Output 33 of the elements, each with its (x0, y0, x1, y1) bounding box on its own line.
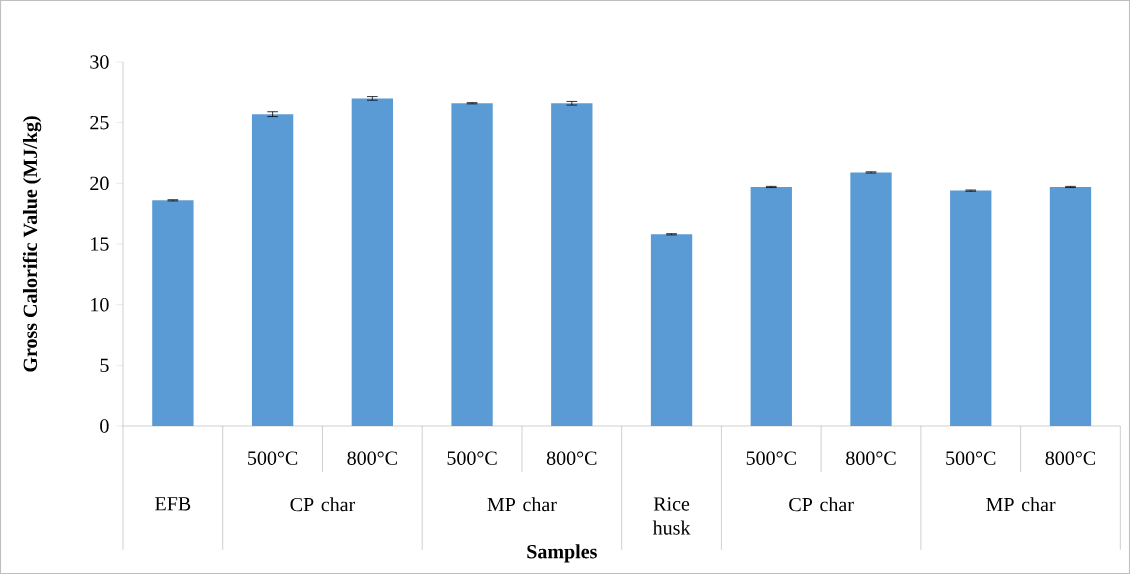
bar (950, 190, 992, 426)
text: CP char (290, 497, 356, 512)
x-tick-label: 500°C (248, 451, 298, 465)
bar (750, 186, 792, 426)
x-tick-label: 500°C (746, 451, 796, 465)
x-tick-label: 800°C (1045, 451, 1096, 465)
y-tick-label: 10 (91, 297, 109, 312)
x-tick-label: 800°C (846, 451, 896, 465)
y-tick-label: 20 (90, 176, 109, 191)
y-tick-label: 0 (100, 419, 109, 433)
bar (152, 200, 194, 426)
bar (351, 98, 394, 426)
y-tick-label: 30 (90, 55, 109, 69)
y-tick-label: 15 (91, 237, 109, 251)
x-tick-label: 500°C (447, 451, 497, 465)
text: Rice husk (652, 497, 691, 535)
bar (551, 103, 593, 426)
x-tick-label: 800°C (347, 451, 397, 465)
bar (1049, 186, 1092, 426)
bar (251, 114, 294, 426)
text: CP char (789, 497, 854, 512)
text: MP char (487, 497, 557, 512)
y-tick-label: 5 (100, 358, 109, 372)
text: EFB (155, 497, 191, 511)
bar (451, 103, 493, 426)
bar (850, 172, 892, 426)
y-tick-label: 25 (90, 115, 109, 130)
x-axis-title: Samples (527, 544, 597, 563)
x-tick-label: 500°C (946, 451, 996, 465)
x-tick-label: 800°C (546, 451, 597, 465)
text: MP char (986, 497, 1056, 512)
bar (650, 234, 693, 426)
y-axis-title: Gross Calorific Value (MJ/kg) (22, 116, 42, 372)
